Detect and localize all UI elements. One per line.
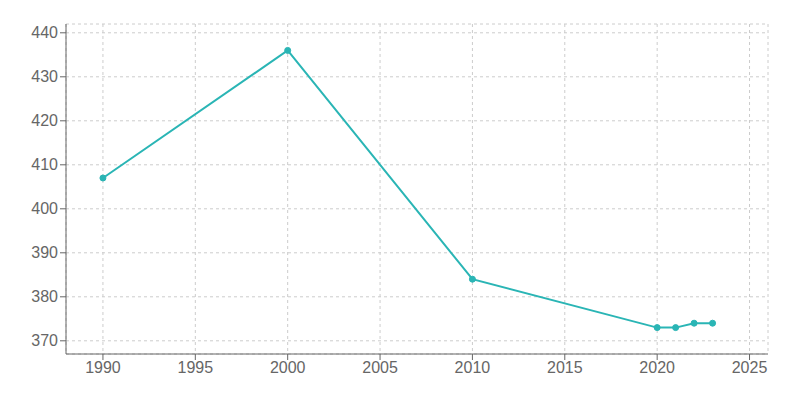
svg-text:370: 370 <box>31 332 58 349</box>
svg-text:380: 380 <box>31 288 58 305</box>
svg-text:1995: 1995 <box>178 359 214 376</box>
svg-text:420: 420 <box>31 112 58 129</box>
svg-text:2020: 2020 <box>639 359 675 376</box>
svg-text:430: 430 <box>31 68 58 85</box>
svg-text:410: 410 <box>31 156 58 173</box>
svg-text:2000: 2000 <box>270 359 306 376</box>
svg-text:1990: 1990 <box>85 359 121 376</box>
svg-text:440: 440 <box>31 24 58 41</box>
svg-text:2015: 2015 <box>547 359 583 376</box>
svg-text:400: 400 <box>31 200 58 217</box>
svg-text:2010: 2010 <box>455 359 491 376</box>
svg-text:2005: 2005 <box>362 359 398 376</box>
svg-text:2025: 2025 <box>732 359 768 376</box>
svg-text:390: 390 <box>31 244 58 261</box>
